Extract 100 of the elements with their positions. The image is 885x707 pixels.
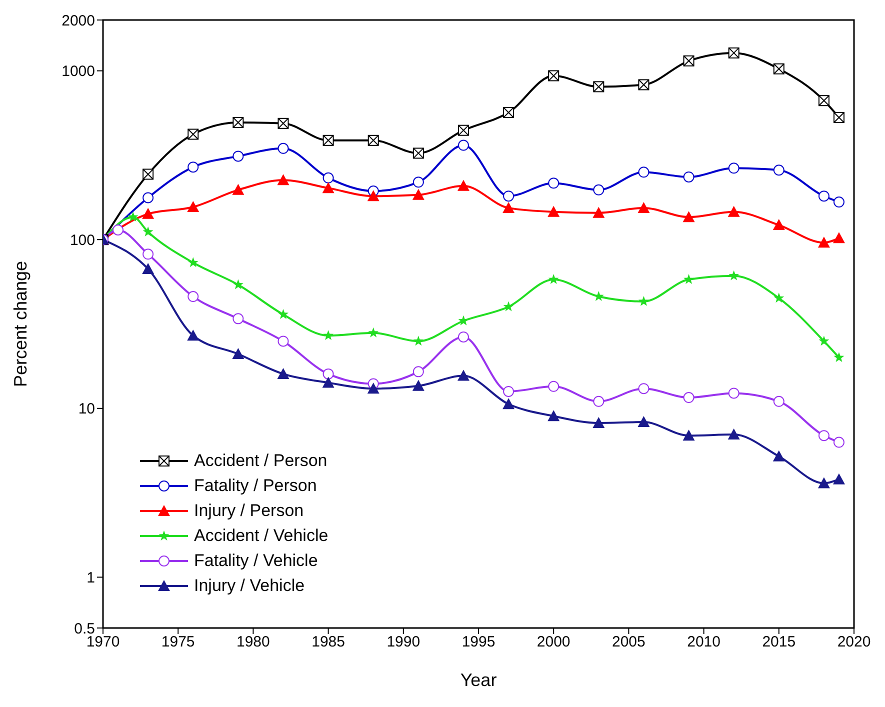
point bbox=[142, 208, 154, 219]
x-axis-title: Year bbox=[460, 670, 497, 690]
point bbox=[684, 274, 694, 284]
point bbox=[638, 416, 650, 428]
point bbox=[457, 180, 470, 191]
point bbox=[413, 336, 424, 346]
point bbox=[503, 190, 514, 202]
legend-label: Fatality / Vehicle bbox=[194, 550, 318, 572]
point bbox=[187, 201, 200, 212]
point bbox=[322, 172, 334, 184]
point bbox=[683, 392, 694, 404]
point bbox=[232, 348, 244, 360]
point bbox=[638, 296, 649, 306]
y-axis-title: Percent change bbox=[10, 260, 30, 388]
point bbox=[818, 477, 830, 488]
point bbox=[548, 206, 560, 217]
point bbox=[323, 330, 334, 340]
point bbox=[277, 368, 290, 379]
point bbox=[458, 140, 469, 151]
point bbox=[278, 308, 288, 319]
point bbox=[728, 162, 740, 174]
point bbox=[818, 430, 830, 442]
y-tick-label: 1000 bbox=[62, 63, 95, 80]
point bbox=[818, 236, 830, 248]
point bbox=[548, 410, 560, 422]
legend-label: Injury / Vehicle bbox=[194, 575, 305, 597]
point bbox=[592, 206, 605, 218]
point bbox=[232, 184, 244, 195]
point bbox=[502, 202, 515, 213]
point bbox=[277, 174, 290, 186]
x-tick-label: 2015 bbox=[762, 634, 796, 651]
point bbox=[833, 436, 844, 448]
x-tick-label: 2000 bbox=[536, 634, 570, 651]
y-tick-label: 2000 bbox=[62, 12, 95, 30]
x-tick-label: 1980 bbox=[236, 634, 270, 651]
legend-label: Injury / Person bbox=[194, 500, 304, 522]
x-tick-label: 2020 bbox=[837, 634, 871, 651]
point bbox=[188, 291, 199, 302]
point bbox=[367, 382, 380, 394]
point bbox=[548, 178, 560, 189]
point bbox=[142, 262, 154, 274]
point bbox=[412, 380, 424, 391]
point bbox=[728, 206, 740, 217]
point bbox=[728, 428, 740, 440]
point bbox=[457, 370, 470, 381]
point bbox=[834, 352, 844, 362]
point bbox=[232, 313, 244, 324]
point bbox=[818, 190, 830, 202]
point bbox=[458, 331, 469, 342]
point bbox=[772, 219, 785, 230]
point bbox=[683, 171, 694, 182]
point bbox=[818, 336, 830, 346]
point bbox=[638, 383, 650, 394]
legend-label: Fatality / Person bbox=[194, 475, 317, 497]
point bbox=[128, 212, 138, 222]
point bbox=[188, 257, 198, 268]
point bbox=[142, 192, 154, 204]
point bbox=[728, 270, 740, 280]
point bbox=[503, 301, 514, 312]
legend-label: Accident / Vehicle bbox=[194, 525, 328, 547]
point bbox=[682, 211, 695, 222]
point bbox=[232, 279, 244, 290]
point bbox=[232, 150, 244, 162]
x-tick-label: 2005 bbox=[612, 634, 646, 651]
point bbox=[548, 380, 560, 392]
point bbox=[833, 196, 844, 208]
point bbox=[772, 450, 785, 462]
point bbox=[773, 164, 784, 176]
point bbox=[278, 142, 289, 154]
point bbox=[593, 396, 604, 407]
point bbox=[593, 184, 604, 196]
x-tick-label: 1990 bbox=[386, 634, 420, 651]
point bbox=[728, 388, 740, 399]
point bbox=[592, 416, 605, 428]
point bbox=[638, 202, 650, 213]
point bbox=[773, 396, 784, 407]
point bbox=[322, 368, 334, 380]
point bbox=[502, 398, 515, 410]
y-tick-label: 10 bbox=[78, 400, 95, 418]
point bbox=[682, 430, 695, 441]
y-tick-label: 100 bbox=[70, 232, 95, 249]
point bbox=[774, 292, 784, 303]
point bbox=[322, 182, 334, 194]
point bbox=[142, 226, 154, 236]
point bbox=[112, 224, 124, 236]
point bbox=[142, 248, 154, 260]
point bbox=[367, 190, 380, 202]
x-tick-label: 1985 bbox=[312, 634, 345, 651]
x-tick-label: 2010 bbox=[687, 634, 720, 651]
point bbox=[188, 162, 199, 173]
point bbox=[412, 176, 424, 188]
point bbox=[187, 330, 200, 341]
point bbox=[412, 188, 424, 200]
legend-label: Accident / Person bbox=[194, 450, 328, 472]
point bbox=[368, 327, 379, 338]
point bbox=[278, 336, 289, 347]
point bbox=[503, 386, 514, 397]
point bbox=[412, 366, 424, 378]
y-tick-label: 1 bbox=[86, 570, 95, 587]
point bbox=[638, 166, 650, 178]
